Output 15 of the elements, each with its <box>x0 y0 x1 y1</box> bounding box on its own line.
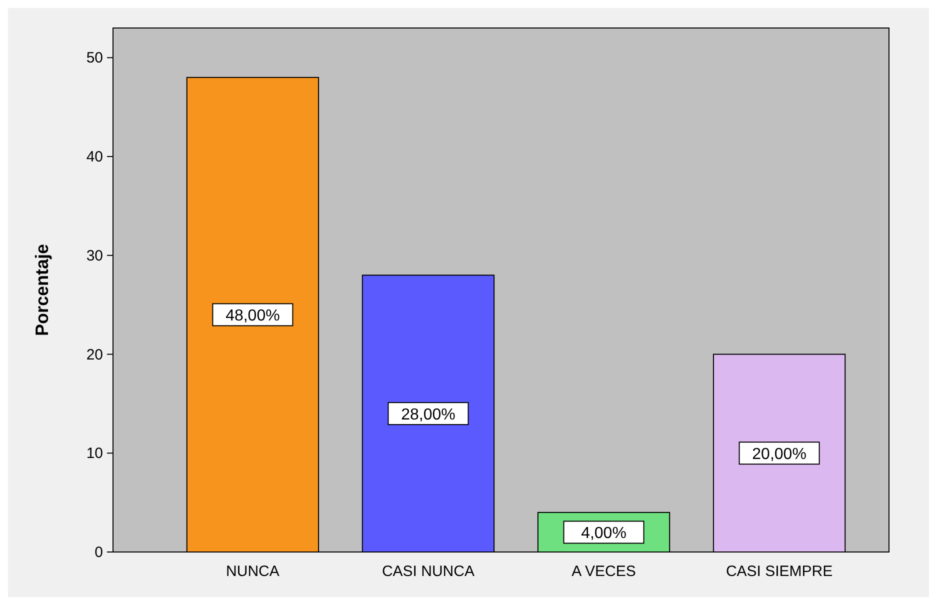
data-label: 4,00% <box>581 525 626 542</box>
y-tick-label: 0 <box>94 544 103 561</box>
data-label: 20,00% <box>752 446 806 464</box>
y-axis-title: Porcentaje <box>32 244 52 336</box>
y-tick-label: 30 <box>86 247 103 264</box>
data-label: 48,00% <box>226 308 280 325</box>
x-tick-label: CASI SIEMPRE <box>726 563 833 580</box>
y-tick-label: 10 <box>86 445 103 462</box>
x-tick-label: A VECES <box>572 563 636 580</box>
y-tick-label: 20 <box>86 346 103 364</box>
x-tick-label: NUNCA <box>226 563 280 580</box>
y-tick-label: 50 <box>86 50 103 67</box>
y-tick-label: 40 <box>86 148 103 166</box>
x-tick-label: CASI NUNCA <box>382 563 474 580</box>
data-label: 28,00% <box>401 406 456 424</box>
